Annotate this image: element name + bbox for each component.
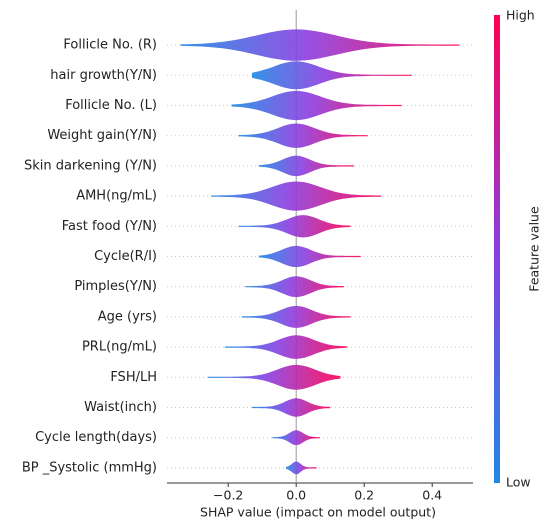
x-tick-label: 0.4 (422, 488, 442, 503)
violin (258, 155, 354, 177)
colorbar (494, 15, 500, 483)
x-tick-label: −0.2 (213, 488, 243, 503)
category-label: Cycle length(days) (35, 430, 157, 445)
category-label: AMH(ng/mL) (76, 189, 157, 204)
violin (252, 398, 331, 417)
x-axis-label: SHAP value (impact on model output) (200, 505, 436, 520)
colorbar-label: Feature value (527, 206, 542, 292)
violin (241, 305, 351, 328)
category-label: Cycle(R/I) (94, 249, 157, 264)
category-label: hair growth(Y/N) (50, 68, 157, 83)
violin (224, 335, 348, 359)
x-tick-label: 0.0 (286, 488, 306, 503)
category-label: Fast food (Y/N) (62, 219, 157, 234)
violin (258, 245, 361, 268)
violin (286, 461, 317, 475)
category-label: Follicle No. (R) (63, 38, 157, 53)
category-label: Follicle No. (L) (65, 98, 157, 113)
category-label: PRL(ng/mL) (82, 340, 157, 355)
category-label: BP _Systolic (mmHg) (22, 460, 157, 475)
violin (238, 123, 368, 148)
violin (180, 29, 460, 61)
x-tick-label: 0.2 (354, 488, 374, 503)
violin (272, 430, 320, 446)
violin (252, 61, 412, 90)
category-label: FSH/LH (110, 370, 157, 385)
category-label: Waist(inch) (84, 400, 157, 415)
violin (245, 276, 344, 298)
violin (231, 90, 402, 121)
category-label: Skin darkening (Y/N) (24, 158, 157, 173)
category-label: Age (yrs) (98, 309, 157, 324)
violin (238, 215, 351, 238)
category-label: Pimples(Y/N) (74, 279, 157, 294)
violin (207, 364, 341, 390)
category-label: Weight gain(Y/N) (47, 128, 157, 143)
colorbar-low: Low (506, 475, 531, 490)
colorbar-high: High (506, 8, 535, 23)
violin (211, 181, 382, 211)
